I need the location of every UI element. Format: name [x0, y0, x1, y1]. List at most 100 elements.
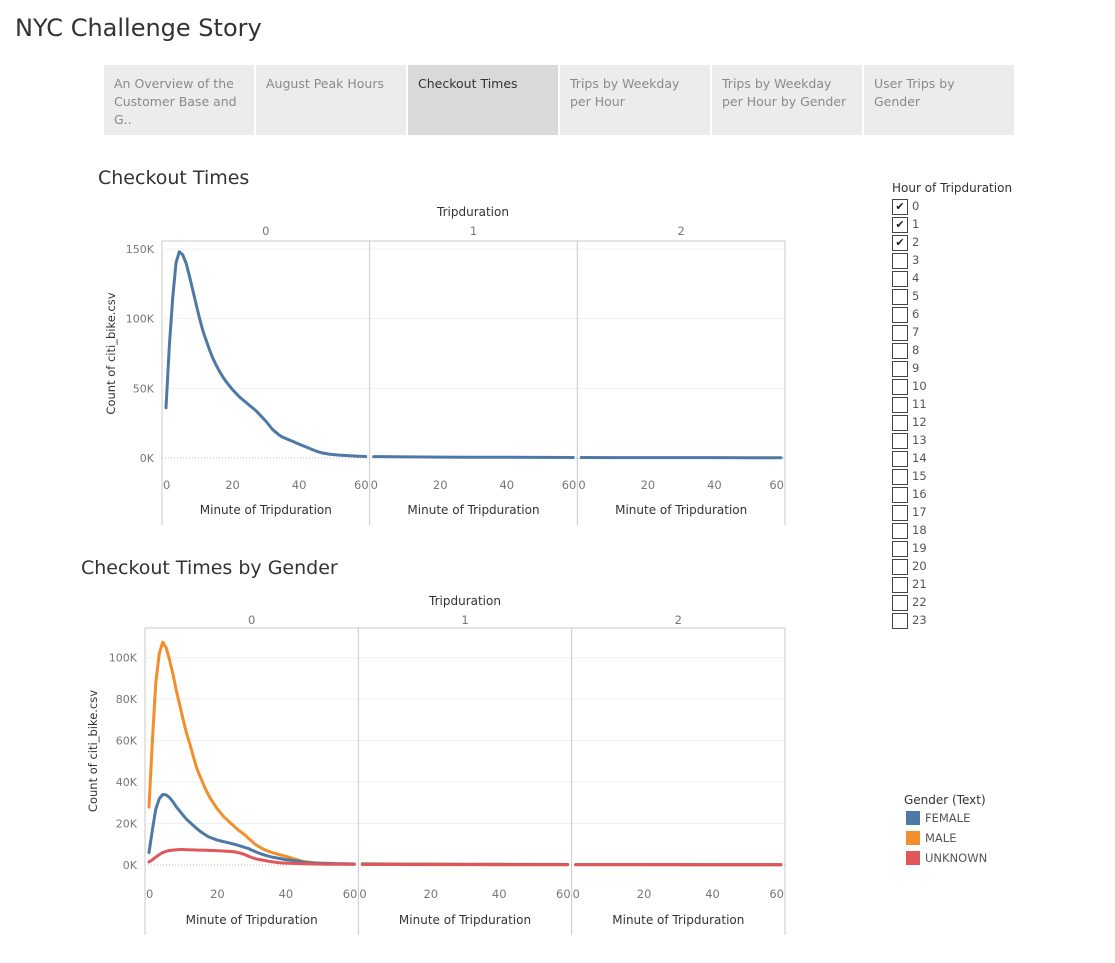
- series-line-male: [147, 640, 356, 866]
- x-tick-label: 0: [146, 887, 153, 901]
- x-tick-label: 20: [641, 478, 656, 492]
- checkbox-unchecked-icon[interactable]: [892, 271, 908, 287]
- filter-item-label: 4: [912, 271, 920, 285]
- checkbox-unchecked-icon[interactable]: [892, 613, 908, 629]
- x-tick-label: 40: [707, 478, 722, 492]
- checkout-times-by-gender-chart: Tripduration Count of citi_bike.csv 0K 20K 4…: [86, 594, 786, 935]
- filter-item-label: 6: [912, 307, 920, 321]
- legend-swatch: [906, 811, 920, 825]
- x-tick-label: 20: [210, 887, 225, 901]
- story-point-checkout-times[interactable]: Checkout Times: [408, 65, 558, 135]
- filter-item-label: 10: [912, 379, 927, 393]
- legend-label: UNKNOWN: [925, 851, 988, 865]
- series-line-female: [147, 793, 356, 866]
- x-axis-label: Minute of Tripduration: [407, 503, 539, 517]
- y-tick-label: 0K: [140, 452, 155, 465]
- checkout-times-chart: Tripduration Count of citi_bike.csv 0K 50K 1…: [104, 205, 786, 525]
- checkbox-unchecked-icon[interactable]: [892, 523, 908, 539]
- filter-item-label: 19: [912, 541, 927, 555]
- x-tick-label: 40: [279, 887, 294, 901]
- legend-title: Gender (Text): [904, 793, 986, 807]
- x-tick-label: 0: [573, 887, 580, 901]
- chart-title-checkout-times: Checkout Times: [98, 167, 250, 189]
- checkbox-unchecked-icon[interactable]: [892, 343, 908, 359]
- x-tick-label: 0: [359, 887, 366, 901]
- panel-header-label: 0: [248, 613, 255, 627]
- story-point-trips-by-weekday[interactable]: Trips by Weekday per Hour: [560, 65, 710, 135]
- checkbox-unchecked-icon[interactable]: [892, 361, 908, 377]
- filter-item-label: 18: [912, 523, 927, 537]
- checkbox-unchecked-icon[interactable]: [892, 469, 908, 485]
- x-tick-label: 40: [499, 478, 514, 492]
- filter-item-label: 0: [912, 199, 920, 213]
- y-tick-label: 50K: [133, 382, 155, 395]
- checkbox-unchecked-icon[interactable]: [892, 541, 908, 557]
- series-line-unknown: [147, 848, 356, 866]
- panel-header-label: 2: [675, 613, 682, 627]
- x-axis-label: Minute of Tripduration: [186, 913, 318, 927]
- filter-item-label: 23: [912, 613, 927, 627]
- x-tick-label: 60: [562, 478, 577, 492]
- x-tick-label: 60: [556, 887, 571, 901]
- checkbox-unchecked-icon[interactable]: [892, 397, 908, 413]
- panel-header-label: 0: [262, 224, 269, 238]
- y-tick-label: 0K: [123, 859, 138, 872]
- x-tick-label: 60: [343, 887, 358, 901]
- filter-item-label: 16: [912, 487, 927, 501]
- story-point-overview[interactable]: An Overview of the Customer Base and G..: [104, 65, 254, 135]
- filter-item-label: 12: [912, 415, 927, 429]
- checkbox-checked-icon[interactable]: ✔: [892, 217, 908, 233]
- checkbox-checked-icon[interactable]: ✔: [892, 199, 908, 215]
- filter-item-label: 9: [912, 361, 920, 375]
- x-tick-label: 60: [769, 887, 784, 901]
- checkbox-unchecked-icon[interactable]: [892, 379, 908, 395]
- x-tick-label: 20: [423, 887, 438, 901]
- x-tick-label: 0: [578, 478, 585, 492]
- legend-label: FEMALE: [925, 811, 971, 825]
- checkbox-unchecked-icon[interactable]: [892, 325, 908, 341]
- filter-item-label: 1: [912, 217, 920, 231]
- checkbox-unchecked-icon[interactable]: [892, 253, 908, 269]
- x-tick-label: 0: [371, 478, 378, 492]
- checkbox-unchecked-icon[interactable]: [892, 289, 908, 305]
- checkbox-unchecked-icon[interactable]: [892, 577, 908, 593]
- filter-item-label: 2: [912, 235, 920, 249]
- filter-item-label: 5: [912, 289, 920, 303]
- filter-item-label: 13: [912, 433, 927, 447]
- checkbox-unchecked-icon[interactable]: [892, 415, 908, 431]
- checkbox-unchecked-icon[interactable]: [892, 559, 908, 575]
- chart-title-checkout-times-by-gender: Checkout Times by Gender: [81, 557, 338, 579]
- filter-item-label: 14: [912, 451, 927, 465]
- checkbox-unchecked-icon[interactable]: [892, 307, 908, 323]
- checkbox-unchecked-icon[interactable]: [892, 487, 908, 503]
- panel-header-label: 1: [470, 224, 477, 238]
- checkbox-checked-icon[interactable]: ✔: [892, 235, 908, 251]
- checkbox-unchecked-icon[interactable]: [892, 595, 908, 611]
- y-tick-label: 40K: [116, 776, 138, 789]
- story-point-user-trips-by-gender[interactable]: User Trips by Gender: [864, 65, 1014, 135]
- filter-item-label: 3: [912, 253, 920, 267]
- x-tick-label: 40: [292, 478, 307, 492]
- y-axis-label: Count of citi_bike.csv: [86, 690, 100, 812]
- filter-item-label: 17: [912, 505, 927, 519]
- series-line-count: [164, 250, 368, 458]
- filter-title: Hour of Tripduration: [892, 181, 1013, 195]
- checkbox-unchecked-icon[interactable]: [892, 451, 908, 467]
- checkbox-unchecked-icon[interactable]: [892, 433, 908, 449]
- checkbox-unchecked-icon[interactable]: [892, 505, 908, 521]
- x-axis-label: Minute of Tripduration: [399, 913, 531, 927]
- y-tick-label: 150K: [126, 243, 155, 256]
- column-header: Tripduration: [436, 205, 509, 219]
- legend-label: MALE: [925, 831, 957, 845]
- y-axis-label: Count of citi_bike.csv: [104, 292, 118, 414]
- story-point-trips-by-weekday-gender[interactable]: Trips by Weekday per Hour by Gender: [712, 65, 862, 135]
- x-tick-label: 40: [492, 887, 507, 901]
- x-tick-label: 20: [433, 478, 448, 492]
- x-tick-label: 60: [769, 478, 784, 492]
- story-point-august-peak-hours[interactable]: August Peak Hours: [256, 65, 406, 135]
- filter-item-label: 20: [912, 559, 927, 573]
- story-title: NYC Challenge Story: [15, 14, 262, 42]
- x-tick-label: 40: [705, 887, 720, 901]
- x-axis-label: Minute of Tripduration: [612, 913, 744, 927]
- y-tick-label: 80K: [116, 693, 138, 706]
